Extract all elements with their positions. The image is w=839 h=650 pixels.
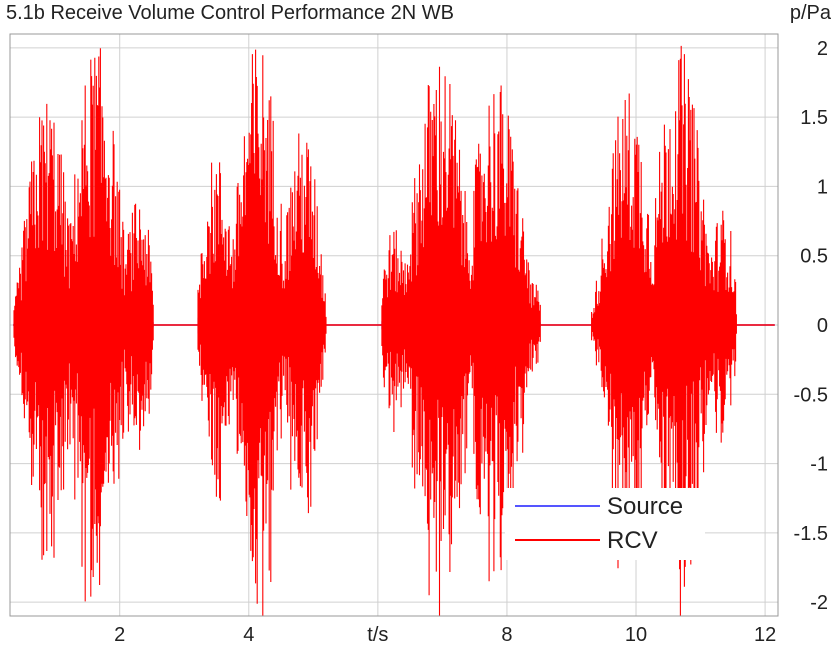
y-tick-label: 0	[817, 315, 828, 337]
legend-label-source: Source	[607, 493, 683, 520]
y-axis-unit-label: p/Pa	[789, 2, 831, 24]
legend-box	[505, 488, 705, 560]
x-tick-label: 2	[114, 624, 125, 646]
x-tick-label: 4	[243, 624, 254, 646]
x-tick-labels: 2 4 t/s 8 10 12	[114, 624, 776, 646]
rcv-burst-1	[13, 48, 154, 602]
y-tick-label: 1.5	[800, 107, 828, 129]
y-tick-label: -1.5	[794, 523, 828, 545]
rcv-waveform	[381, 66, 541, 616]
series-layer	[13, 45, 775, 616]
legend: Source RCV	[505, 488, 705, 560]
rcv-burst-4	[591, 45, 737, 616]
y-tick-label: 0.5	[800, 246, 828, 268]
y-tick-labels: 2 1.5 1 0.5 0 -0.5 -1 -1.5 -2	[794, 38, 828, 614]
legend-label-rcv: RCV	[607, 527, 658, 554]
x-tick-label: 12	[754, 624, 776, 646]
x-tick-label: 8	[501, 624, 512, 646]
x-tick-label: t/s	[367, 624, 388, 646]
rcv-burst-3	[381, 66, 541, 616]
y-tick-label: 1	[817, 176, 828, 198]
rcv-waveform	[13, 48, 154, 602]
plot-frame	[9, 33, 779, 617]
y-tick-label: 2	[817, 38, 828, 60]
chart-title: 5.1b Receive Volume Control Performance …	[6, 2, 454, 24]
rcv-waveform	[197, 49, 327, 616]
y-tick-label: -2	[810, 592, 828, 614]
y-tick-label: -1	[810, 454, 828, 476]
rcv-waveform	[591, 45, 737, 616]
rcv-burst-2	[197, 49, 327, 616]
x-tick-label: 10	[625, 624, 647, 646]
y-tick-label: -0.5	[794, 384, 828, 406]
